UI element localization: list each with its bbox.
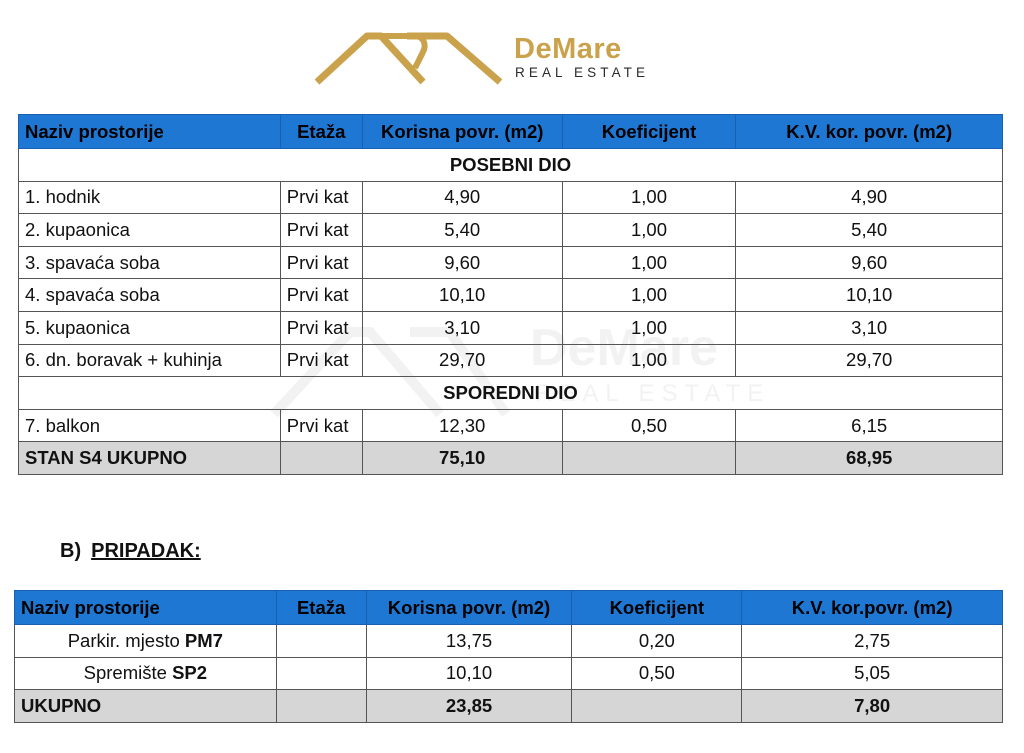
table-row: 4. spavaća soba Prvi kat 10,10 1,00 10,1…	[18, 278, 1003, 312]
header-room-name: Naziv prostorije	[14, 590, 277, 625]
table-row: 1. hodnik Prvi kat 4,90 1,00 4,90	[18, 180, 1003, 215]
room-code: SP2	[172, 662, 208, 684]
room-area: 5,40	[361, 213, 563, 247]
room-weighted-area: 9,60	[735, 245, 1003, 280]
section-b-heading: B) PRIPADAK:	[60, 540, 201, 563]
room-name-text: Spremište	[83, 662, 167, 684]
room-area: 3,10	[361, 310, 563, 345]
room-name: 2. kupaonica	[18, 213, 281, 247]
room-coefficient: 0,50	[571, 656, 743, 691]
room-floor: Prvi kat	[279, 180, 363, 215]
room-weighted-area: 5,05	[741, 656, 1003, 691]
room-area: 12,30	[361, 408, 563, 443]
room-weighted-area: 6,15	[735, 408, 1003, 443]
header-room-name: Naziv prostorije	[18, 114, 281, 149]
room-weighted-area: 5,40	[735, 213, 1003, 247]
room-coefficient: 1,00	[561, 343, 737, 378]
header-weighted-area: K.V. kor.povr. (m2)	[741, 590, 1003, 625]
total-empty-cell	[571, 689, 743, 723]
total-weighted-area: 7,80	[741, 689, 1003, 723]
header-usable-area: Korisna povr. (m2)	[361, 114, 563, 149]
room-name: 1. hodnik	[18, 180, 281, 215]
logo-name: DeMare	[514, 33, 622, 65]
total-label: STAN S4 UKUPNO	[18, 441, 281, 475]
total-area: 75,10	[361, 441, 563, 475]
roof-logo-icon	[315, 32, 503, 85]
room-name: 3. spavaća soba	[18, 245, 281, 280]
room-weighted-area: 3,10	[735, 310, 1003, 345]
total-row: UKUPNO 23,85 7,80	[14, 689, 1003, 723]
header-floor: Etaža	[275, 590, 367, 625]
header-floor: Etaža	[279, 114, 363, 149]
room-floor	[275, 656, 367, 691]
room-floor: Prvi kat	[279, 343, 363, 378]
section-title: POSEBNI DIO	[18, 148, 1003, 182]
section-row: POSEBNI DIO	[18, 148, 1003, 182]
total-empty-cell	[275, 689, 367, 723]
room-area: 10,10	[361, 278, 563, 312]
room-area: 10,10	[365, 656, 573, 691]
total-weighted-area: 68,95	[735, 441, 1003, 475]
room-name: Parkir. mjesto PM7	[14, 624, 277, 658]
logo-subtitle: REAL ESTATE	[515, 65, 650, 80]
total-empty-cell	[279, 441, 363, 475]
room-area-table: Naziv prostorije Etaža Korisna povr. (m2…	[18, 114, 1003, 475]
room-name: 7. balkon	[18, 408, 281, 443]
room-name: Spremište SP2	[14, 656, 277, 691]
room-coefficient: 1,00	[561, 245, 737, 280]
room-floor: Prvi kat	[279, 310, 363, 345]
table-row: 2. kupaonica Prvi kat 5,40 1,00 5,40	[18, 213, 1003, 247]
total-row: STAN S4 UKUPNO 75,10 68,95	[18, 441, 1003, 475]
header-coefficient: Koeficijent	[571, 590, 743, 625]
room-code: PM7	[184, 629, 223, 651]
room-coefficient: 1,00	[561, 310, 737, 345]
room-floor: Prvi kat	[279, 408, 363, 443]
header-usable-area: Korisna povr. (m2)	[365, 590, 573, 625]
appurtenance-table: Naziv prostorije Etaža Korisna povr. (m2…	[14, 590, 1003, 723]
room-coefficient: 1,00	[561, 278, 737, 312]
table-row: 5. kupaonica Prvi kat 3,10 1,00 3,10	[18, 310, 1003, 345]
room-weighted-area: 10,10	[735, 278, 1003, 312]
room-coefficient: 1,00	[561, 213, 737, 247]
room-floor: Prvi kat	[279, 213, 363, 247]
room-coefficient: 0,50	[561, 408, 737, 443]
table-row: 7. balkon Prvi kat 12,30 0,50 6,15	[18, 408, 1003, 443]
header-weighted-area: K.V. kor. povr. (m2)	[735, 114, 1003, 149]
total-area: 23,85	[365, 689, 573, 723]
room-area: 13,75	[365, 624, 573, 658]
room-area: 9,60	[361, 245, 563, 280]
table-row: Spremište SP2 10,10 0,50 5,05	[14, 656, 1003, 691]
company-logo: DeMare REAL ESTATE	[315, 30, 695, 86]
table-row: Parkir. mjesto PM7 13,75 0,20 2,75	[14, 624, 1003, 658]
section-title: SPOREDNI DIO	[18, 376, 1003, 410]
room-weighted-area: 2,75	[741, 624, 1003, 658]
table-header-row: Naziv prostorije Etaža Korisna povr. (m2…	[14, 590, 1003, 625]
table-header-row: Naziv prostorije Etaža Korisna povr. (m2…	[18, 114, 1003, 149]
room-name: 6. dn. boravak + kuhinja	[18, 343, 281, 378]
room-floor: Prvi kat	[279, 278, 363, 312]
room-name-text: Parkir. mjesto	[67, 629, 180, 651]
total-empty-cell	[561, 441, 737, 475]
header-coefficient: Koeficijent	[561, 114, 737, 149]
room-name: 5. kupaonica	[18, 310, 281, 345]
room-area: 4,90	[361, 180, 563, 215]
room-floor: Prvi kat	[279, 245, 363, 280]
room-area: 29,70	[361, 343, 563, 378]
room-weighted-area: 29,70	[735, 343, 1003, 378]
room-name: 4. spavaća soba	[18, 278, 281, 312]
table-row: 3. spavaća soba Prvi kat 9,60 1,00 9,60	[18, 245, 1003, 280]
section-b-title: PRIPADAK:	[91, 540, 201, 562]
room-coefficient: 0,20	[571, 624, 743, 658]
total-label: UKUPNO	[14, 689, 277, 723]
room-floor	[275, 624, 367, 658]
section-b-prefix: B)	[60, 540, 82, 562]
table-row: 6. dn. boravak + kuhinja Prvi kat 29,70 …	[18, 343, 1003, 378]
room-weighted-area: 4,90	[735, 180, 1003, 215]
section-row: SPOREDNI DIO	[18, 376, 1003, 410]
room-coefficient: 1,00	[561, 180, 737, 215]
